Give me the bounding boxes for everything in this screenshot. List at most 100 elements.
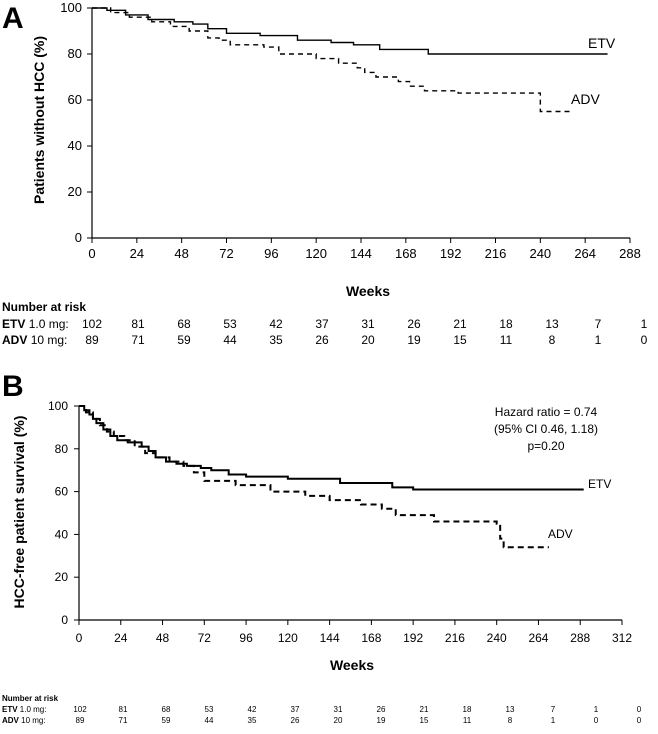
x-tick-label: 144 xyxy=(320,631,340,645)
x-tick-label: 120 xyxy=(278,631,298,645)
x-tick-label: 192 xyxy=(440,246,462,261)
panel-b-p-value: p=0.20 xyxy=(527,439,564,453)
x-tick-label: 264 xyxy=(528,631,548,645)
y-tick-label: 0 xyxy=(75,230,82,245)
y-tick-label: 80 xyxy=(55,442,69,456)
risk-value-etv: 42 xyxy=(269,317,283,331)
risk-value-adv: 8 xyxy=(508,716,513,725)
x-tick-label: 24 xyxy=(114,631,128,645)
risk-value-adv: 59 xyxy=(177,333,191,347)
y-tick-label: 40 xyxy=(68,138,82,153)
risk-value-etv: 68 xyxy=(177,317,191,331)
x-tick-label: 216 xyxy=(485,246,507,261)
panel-b-series-label-etv: ETV xyxy=(588,477,611,491)
risk-value-etv: 31 xyxy=(334,705,343,714)
x-tick-label: 24 xyxy=(130,246,144,261)
x-tick-label: 288 xyxy=(570,631,590,645)
risk-value-etv: 37 xyxy=(291,705,300,714)
x-tick-label: 264 xyxy=(574,246,596,261)
y-tick-label: 20 xyxy=(68,184,82,199)
x-tick-label: 168 xyxy=(361,631,381,645)
panel-b-y-axis-title: HCC-free patient survival (%) xyxy=(11,416,27,609)
risk-value-etv: 31 xyxy=(361,317,375,331)
risk-value-adv: 71 xyxy=(131,333,145,347)
panel-b-letter: B xyxy=(2,370,24,403)
risk-value-etv: 18 xyxy=(499,317,513,331)
panel-b-risk-values: 102 81 68 53 42 37 31 26 21 18 13 7 1 089 71 59 44 35 26 20… xyxy=(73,705,641,725)
risk-value-etv: 102 xyxy=(73,705,87,714)
x-tick-label: 240 xyxy=(529,246,551,261)
risk-value-etv: 53 xyxy=(205,705,214,714)
risk-value-adv: 59 xyxy=(162,716,171,725)
risk-value-etv: 13 xyxy=(506,705,515,714)
risk-value-adv: 0 xyxy=(594,716,599,725)
x-tick-label: 240 xyxy=(487,631,507,645)
y-tick-label: 100 xyxy=(48,399,68,413)
series-line-adv xyxy=(92,7,571,113)
risk-value-adv: 15 xyxy=(453,333,467,347)
risk-value-etv: 1 xyxy=(594,705,599,714)
y-tick-label: 100 xyxy=(60,0,82,15)
x-tick-label: 120 xyxy=(305,246,327,261)
panel-b-risk-dose-etv: 1.0 mg: xyxy=(20,705,47,714)
y-tick-label: 60 xyxy=(68,92,82,107)
risk-value-etv: 42 xyxy=(248,705,257,714)
risk-value-etv: 26 xyxy=(377,705,386,714)
risk-value-adv: 44 xyxy=(223,333,237,347)
risk-value-etv: 37 xyxy=(315,317,329,331)
risk-value-etv: 1 xyxy=(641,317,648,331)
panel-b-x-axis-title: Weeks xyxy=(330,657,374,673)
panel-b-confidence-interval: (95% CI 0.46, 1.18) xyxy=(494,422,598,436)
risk-value-adv: 20 xyxy=(361,333,375,347)
risk-value-adv: 1 xyxy=(595,333,602,347)
risk-value-etv: 21 xyxy=(453,317,467,331)
x-tick-label: 48 xyxy=(156,631,170,645)
panel-b-risk-title: Number at risk xyxy=(2,694,59,703)
x-tick-label: 192 xyxy=(403,631,423,645)
x-tick-label: 72 xyxy=(219,246,233,261)
x-tick-label: 312 xyxy=(612,631,632,645)
risk-value-etv: 21 xyxy=(420,705,429,714)
x-tick-label: 168 xyxy=(395,246,417,261)
panel-a-risk-values: 102 81 68 53 42 37 31 26 21 18 13 7 189 71 59 44 35 26 20 1… xyxy=(82,317,648,347)
risk-value-etv: 68 xyxy=(162,705,171,714)
risk-value-adv: 11 xyxy=(463,716,472,725)
panel-b-risk-arm-adv: ADV xyxy=(2,716,20,725)
risk-value-adv: 89 xyxy=(76,716,85,725)
x-tick-label: 72 xyxy=(198,631,212,645)
y-tick-label: 40 xyxy=(55,527,69,541)
risk-value-adv: 89 xyxy=(85,333,99,347)
panel-a: A Patients without HCC (%) Weeks 0 24 48 72… xyxy=(2,0,648,347)
risk-value-adv: 26 xyxy=(315,333,329,347)
panel-a-risk-row-adv-label: ADV 10 mg: xyxy=(2,333,67,347)
x-tick-label: 144 xyxy=(350,246,372,261)
panel-b-hazard-ratio: Hazard ratio = 0.74 xyxy=(495,405,598,419)
panel-b-series-label-adv: ADV xyxy=(548,527,573,541)
risk-value-etv: 81 xyxy=(131,317,145,331)
risk-value-adv: 19 xyxy=(407,333,421,347)
risk-value-adv: 35 xyxy=(248,716,257,725)
panel-b-risk-table: Number at risk ETV 1.0 mg: ADV 10 mg: 10… xyxy=(2,694,642,725)
risk-value-adv: 1 xyxy=(551,716,556,725)
panel-b-risk-dose-adv: 10 mg: xyxy=(21,716,45,725)
panel-a-risk-arm-etv: ETV xyxy=(2,317,25,331)
risk-value-adv: 8 xyxy=(549,333,556,347)
panel-a-letter: A xyxy=(2,2,24,35)
risk-value-etv: 53 xyxy=(223,317,237,331)
y-tick-label: 80 xyxy=(68,46,82,61)
panel-b-risk-arm-etv: ETV xyxy=(2,705,18,714)
risk-value-adv: 19 xyxy=(377,716,386,725)
risk-value-adv: 15 xyxy=(420,716,429,725)
panel-a-series-label-adv: ADV xyxy=(571,91,600,107)
risk-value-etv: 81 xyxy=(119,705,128,714)
panel-a-ticks: 0 24 48 72 96 120 144 168 192 216 240 264 288 0 20 40 60… xyxy=(60,0,641,261)
panel-b-risk-row-etv-label: ETV 1.0 mg: xyxy=(2,705,46,714)
panel-b: B HCC-free patient survival (%) Weeks 0 2… xyxy=(2,370,642,725)
y-tick-label: 0 xyxy=(61,613,68,627)
x-tick-label: 96 xyxy=(264,246,278,261)
y-tick-label: 60 xyxy=(55,485,69,499)
panel-a-risk-dose-adv: 10 mg: xyxy=(31,333,68,347)
risk-value-adv: 0 xyxy=(641,333,648,347)
risk-value-adv: 20 xyxy=(334,716,343,725)
